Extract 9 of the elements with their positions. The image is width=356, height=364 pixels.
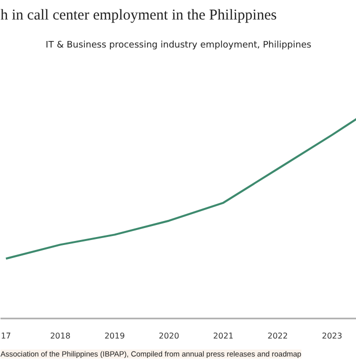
x-tick-label: 2020 bbox=[158, 332, 180, 340]
chart-subtitle: IT & Business processing industry employment, Philippines bbox=[46, 40, 312, 50]
x-tick-label: 2019 bbox=[104, 332, 125, 340]
chart-title: h in call center employment in the Philippines bbox=[0, 8, 277, 24]
x-tick-label: 2021 bbox=[213, 332, 234, 340]
x-tick-label: 2018 bbox=[50, 332, 70, 340]
x-tick-label: 2023 bbox=[322, 332, 342, 340]
x-tick-label: 17 bbox=[0, 332, 12, 340]
x-tick-label: 2022 bbox=[268, 332, 288, 340]
